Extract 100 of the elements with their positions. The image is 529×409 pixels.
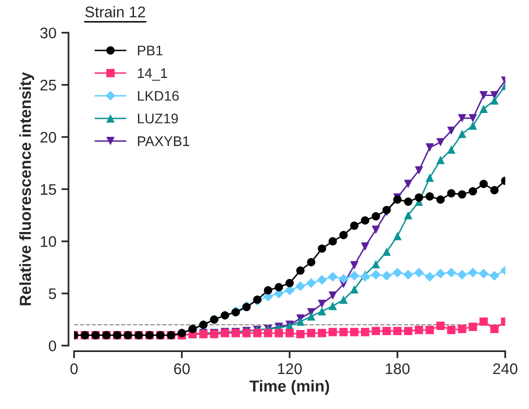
point xyxy=(382,248,391,256)
point xyxy=(490,270,500,281)
point xyxy=(360,242,370,251)
y-tick-label: 15 xyxy=(40,184,56,195)
point xyxy=(339,328,348,336)
point xyxy=(490,324,499,334)
point xyxy=(404,180,412,188)
point xyxy=(350,328,358,336)
legend-label: LUZ19 xyxy=(138,114,178,124)
point xyxy=(468,187,478,196)
point xyxy=(403,270,414,280)
point xyxy=(436,268,446,279)
point xyxy=(426,174,434,182)
point xyxy=(382,270,392,281)
point xyxy=(264,328,272,338)
point xyxy=(414,166,424,175)
point xyxy=(372,226,380,234)
point xyxy=(414,193,424,202)
point xyxy=(447,189,456,198)
point xyxy=(404,198,412,206)
point xyxy=(447,326,456,334)
point xyxy=(372,212,380,220)
legend-label: PAXYB1 xyxy=(138,136,190,146)
point xyxy=(468,114,478,122)
point xyxy=(404,326,412,336)
point xyxy=(458,324,466,334)
point xyxy=(317,274,327,285)
point xyxy=(296,266,305,275)
point xyxy=(382,326,391,336)
point xyxy=(328,237,337,246)
point xyxy=(274,283,284,292)
point xyxy=(284,285,295,296)
point xyxy=(360,216,370,225)
point xyxy=(318,244,326,253)
y-tick-label: 25 xyxy=(40,80,56,91)
point xyxy=(479,317,488,326)
point xyxy=(338,274,348,284)
point xyxy=(339,230,348,240)
point xyxy=(468,121,478,130)
point xyxy=(447,145,456,154)
point xyxy=(253,328,262,338)
point xyxy=(307,258,316,266)
point xyxy=(468,322,478,331)
point xyxy=(426,143,434,152)
point xyxy=(436,195,445,204)
x-tick-label: 0 xyxy=(70,363,78,374)
x-tick-label: 180 xyxy=(386,363,410,374)
point xyxy=(414,326,424,334)
x-tick-label: 240 xyxy=(493,363,518,374)
point xyxy=(372,260,380,268)
x-tick-label: 60 xyxy=(174,363,190,374)
point xyxy=(458,190,466,199)
point xyxy=(350,261,358,270)
point xyxy=(392,268,402,278)
point xyxy=(393,326,402,336)
point xyxy=(318,307,326,316)
point xyxy=(457,270,467,280)
legend-label: LKD16 xyxy=(138,90,179,101)
point xyxy=(350,285,358,294)
point xyxy=(490,186,499,194)
point xyxy=(295,281,306,292)
y-tick-label: 10 xyxy=(40,236,56,247)
point xyxy=(479,104,488,114)
x-axis-title: Time (min) xyxy=(250,380,330,395)
point xyxy=(370,270,381,280)
point xyxy=(328,302,337,310)
point xyxy=(318,328,326,338)
y-axis-title: Relative fluorescence intensity xyxy=(19,72,34,306)
point xyxy=(404,211,412,220)
point xyxy=(360,328,370,336)
point xyxy=(285,328,294,338)
point xyxy=(479,180,488,188)
point xyxy=(414,268,424,278)
point xyxy=(339,296,348,304)
point xyxy=(328,272,338,282)
point xyxy=(447,126,456,135)
point xyxy=(458,130,466,138)
point xyxy=(307,312,316,321)
point xyxy=(306,278,316,288)
legend-label: 14_1 xyxy=(138,68,168,81)
point xyxy=(436,138,445,146)
point xyxy=(350,222,358,230)
y-tick-label: 5 xyxy=(48,288,56,300)
point xyxy=(296,317,305,326)
legend-label: PB1 xyxy=(138,46,162,56)
point xyxy=(424,272,435,282)
point xyxy=(393,232,402,240)
point xyxy=(446,268,456,278)
point xyxy=(349,270,360,281)
point xyxy=(458,114,466,122)
point xyxy=(296,330,305,338)
point xyxy=(360,272,370,282)
point xyxy=(436,156,445,164)
chart-title: Strain 12 xyxy=(85,6,146,18)
point xyxy=(372,326,380,336)
point xyxy=(468,268,478,278)
y-tick-label: 0 xyxy=(48,340,56,352)
point xyxy=(307,328,316,338)
point xyxy=(426,192,434,201)
point xyxy=(328,291,337,300)
